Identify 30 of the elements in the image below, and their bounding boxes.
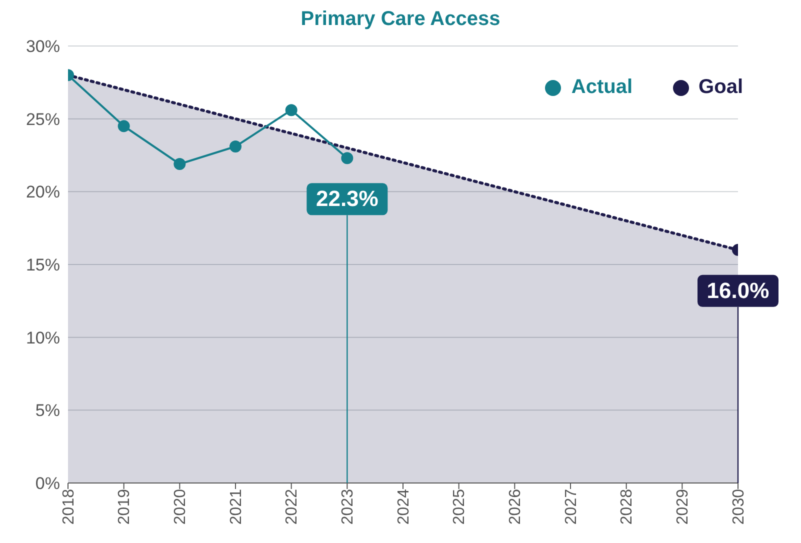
point [285,104,298,116]
y-tick-label: 20% [26,182,60,202]
legend-label: Goal [698,76,743,99]
x-tick-label: 2020 [172,488,190,525]
y-tick-label: 0% [35,474,60,494]
y-tick-label: 25% [26,110,60,129]
chart-title: Primary Care Access [300,8,502,32]
x-tick-label: 2030 [730,488,748,525]
y-tick-label: 5% [35,401,60,420]
point [230,140,242,153]
data-label: 22.3% [316,186,378,212]
x-tick-label: 2024 [395,488,412,525]
point [341,152,354,164]
x-tick-label: 2019 [116,488,134,525]
y-tick-label: 10% [26,328,60,348]
x-tick-label: 2025 [451,488,468,525]
x-tick-label: 2022 [284,488,301,525]
x-tick-label: 2028 [618,488,636,525]
point [118,120,130,132]
x-tick-label: 2023 [340,488,357,525]
y-tick-label: 30% [26,37,60,56]
point [174,158,186,170]
x-tick-label: 2021 [228,488,245,525]
x-tick-label: 2026 [507,488,524,525]
legend-label: Actual [570,76,633,99]
x-tick-label: 2018 [60,488,78,525]
x-tick-label: 2029 [674,488,692,525]
data-label: 16.0% [706,278,770,303]
x-tick-label: 2027 [562,488,580,525]
y-tick-label: 15% [26,256,60,275]
